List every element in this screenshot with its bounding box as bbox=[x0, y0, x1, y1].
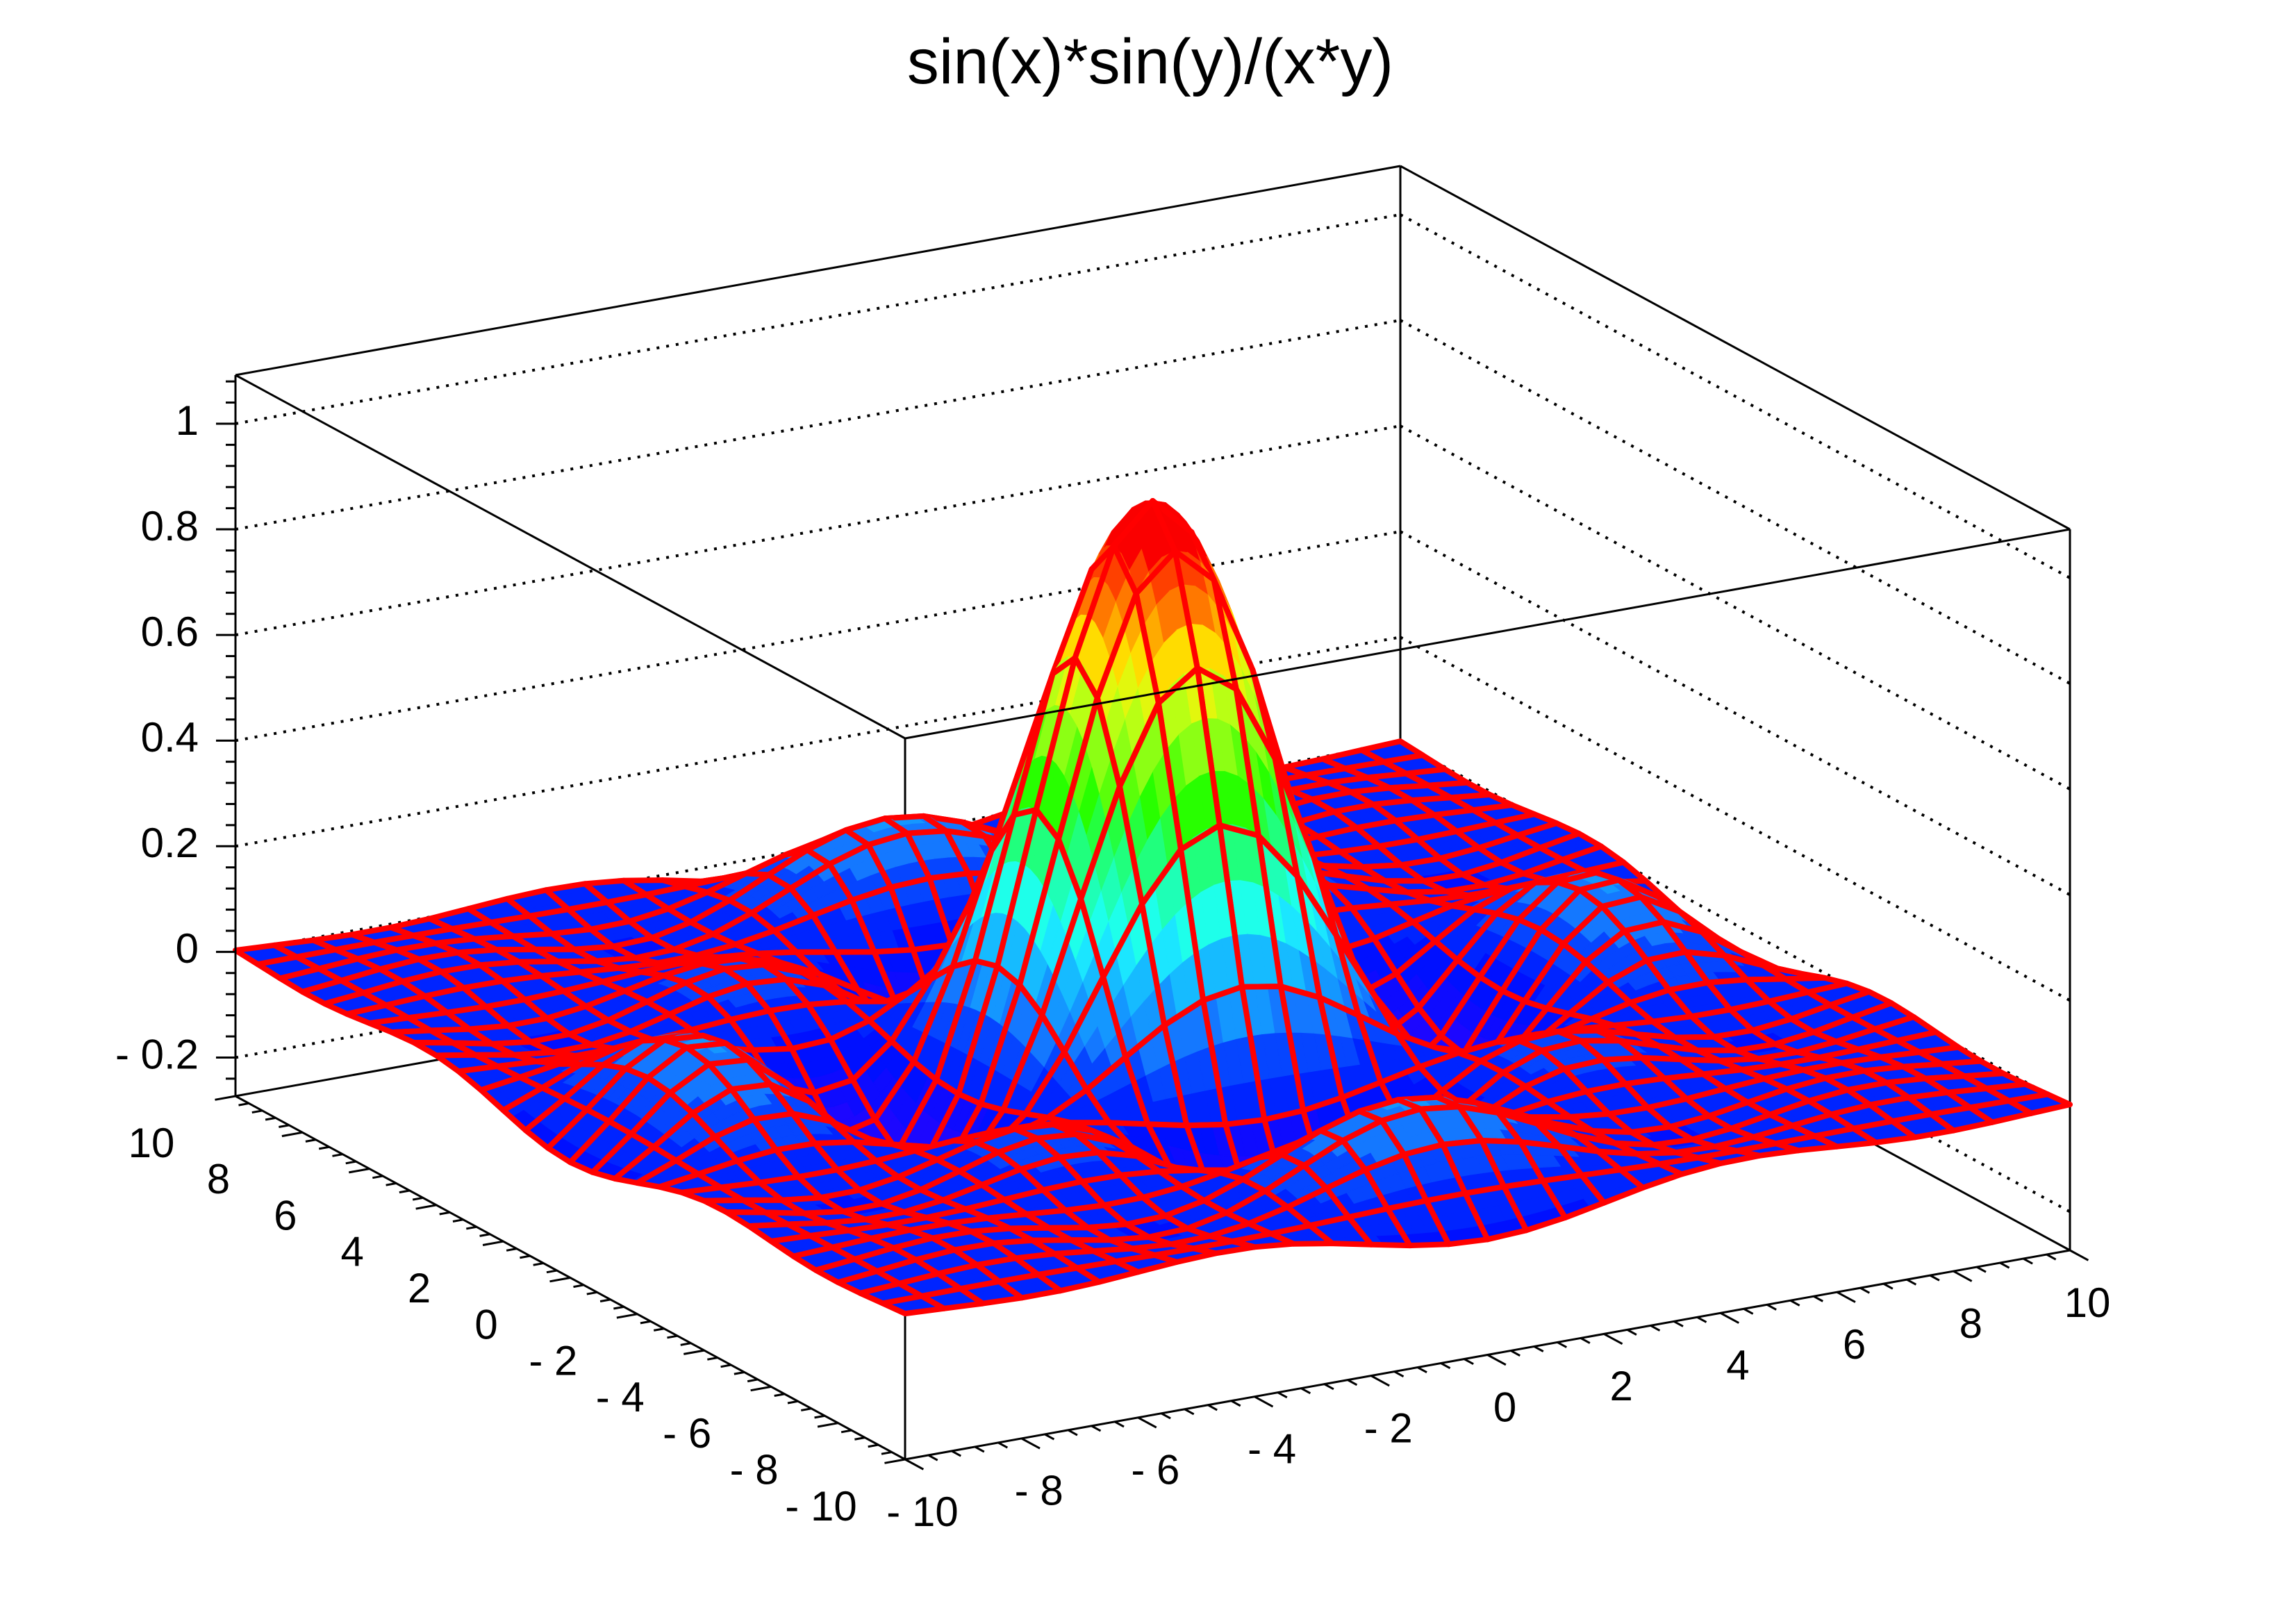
surface-cell bbox=[1437, 845, 1505, 878]
gridline-back-wall bbox=[235, 530, 1401, 743]
gridline-back-wall bbox=[235, 319, 1401, 531]
gridline-right-wall bbox=[1400, 636, 2071, 1002]
surface-cell bbox=[1331, 802, 1398, 831]
gridline-back-wall bbox=[235, 636, 1401, 848]
gridline-back-wall bbox=[235, 213, 1401, 425]
chart-title: sin(x)*sin(y)/(x*y) bbox=[907, 26, 1393, 97]
gridline-right-wall bbox=[1400, 213, 2071, 579]
gridline-back-wall bbox=[235, 424, 1401, 637]
gridline-right-wall bbox=[1400, 424, 2071, 790]
gridline-right-wall bbox=[1400, 319, 2071, 685]
surface bbox=[233, 498, 2073, 1317]
gridline-right-wall bbox=[1400, 530, 2071, 896]
